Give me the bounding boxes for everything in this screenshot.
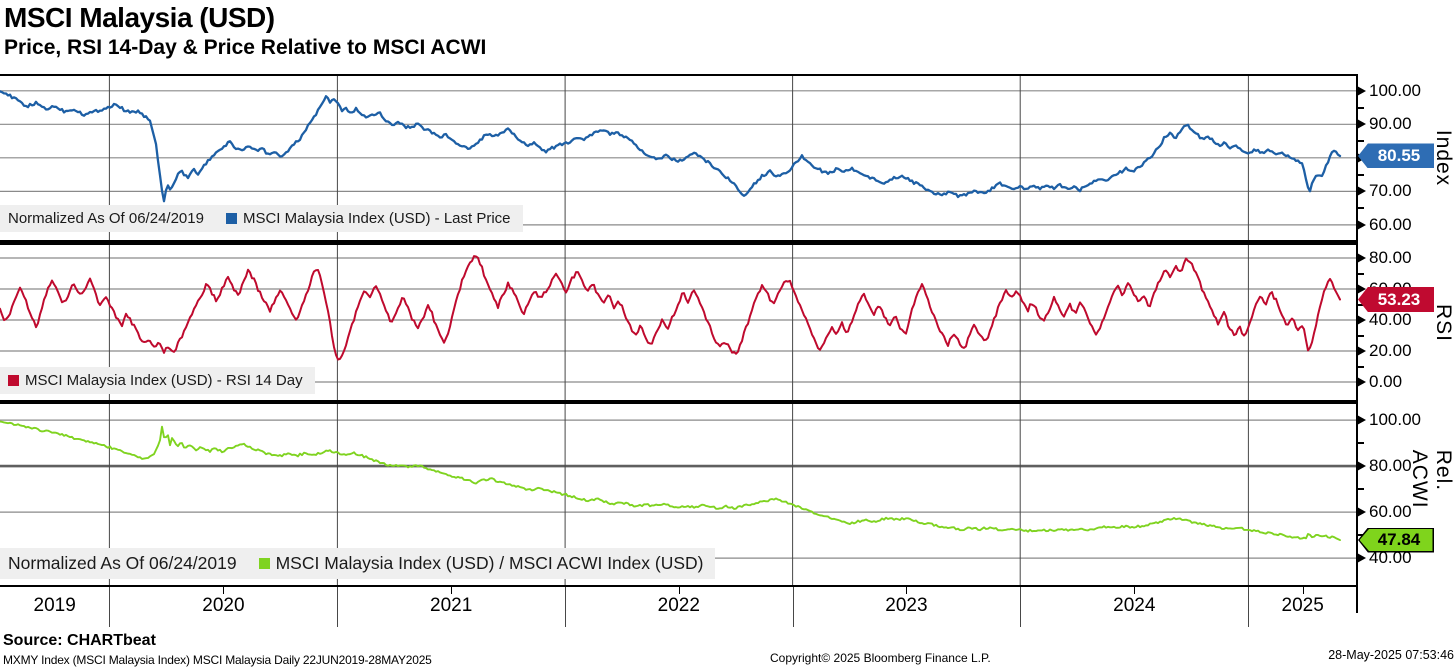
relative-axis: Rel. ACWI 47.84 100.00 80.00 60.00 40.00 bbox=[1357, 404, 1456, 585]
axis-tick-label: 40.00 bbox=[1369, 310, 1412, 330]
axis-tick-arrow bbox=[1357, 553, 1366, 564]
timestamp: 28-May-2025 07:53:46 bbox=[1328, 648, 1454, 662]
normalized-note: Normalized As Of 06/24/2019 bbox=[8, 210, 204, 227]
axis-minor-tick bbox=[1357, 173, 1364, 176]
year-gridline bbox=[565, 587, 567, 627]
panel-top-border bbox=[0, 74, 1357, 76]
normalized-note: Normalized As Of 06/24/2019 bbox=[8, 553, 237, 573]
axis-tick-label: 100.00 bbox=[1369, 80, 1421, 100]
mid-year-tick bbox=[678, 587, 680, 594]
axis-tick-label: 40.00 bbox=[1369, 548, 1412, 568]
relative-legend-swatch bbox=[258, 558, 270, 569]
last-rsi-badge: 53.23 bbox=[1358, 287, 1434, 312]
source-note: Source: CHARTbeat bbox=[3, 632, 156, 649]
year-gridline bbox=[337, 587, 339, 627]
axis-tick-arrow bbox=[1357, 119, 1366, 130]
year-gridline bbox=[109, 587, 111, 627]
axis-tick-arrow bbox=[1357, 415, 1366, 426]
relative-legend-label: MSCI Malaysia Index (USD) / MSCI ACWI In… bbox=[275, 553, 704, 573]
axis-tick-arrow bbox=[1357, 85, 1366, 96]
rsi-legend-swatch bbox=[8, 375, 19, 386]
axis-tick-arrow bbox=[1357, 219, 1366, 230]
mid-year-tick bbox=[451, 587, 453, 594]
page-title: MSCI Malaysia (USD) bbox=[4, 2, 275, 33]
year-gridline bbox=[1248, 587, 1250, 627]
axis-tick-label: 0.00 bbox=[1369, 372, 1403, 392]
year-gridline bbox=[792, 587, 794, 627]
rsi-panel[interactable]: MSCI Malaysia Index (USD) - RSI 14 Day bbox=[0, 245, 1357, 400]
axis-minor-tick bbox=[1357, 140, 1364, 143]
year-label: 2019 bbox=[33, 595, 76, 616]
price-legend-swatch bbox=[225, 213, 237, 224]
axis-minor-tick bbox=[1357, 106, 1364, 109]
axis-tick-label: 90.00 bbox=[1369, 114, 1412, 134]
year-label: 2022 bbox=[657, 595, 700, 616]
mid-year-tick bbox=[223, 587, 225, 594]
axis-tick-label: 60.00 bbox=[1369, 502, 1412, 522]
year-label: 2020 bbox=[202, 595, 245, 616]
axis-minor-tick bbox=[1357, 207, 1364, 210]
price-legend-label: MSCI Malaysia Index (USD) - Last Price bbox=[242, 210, 511, 227]
last-price-badge: 80.55 bbox=[1358, 143, 1434, 169]
relative-axis-title: Rel. ACWI bbox=[1408, 449, 1455, 509]
axis-tick-label: 70.00 bbox=[1369, 181, 1412, 201]
axis-tick-arrow bbox=[1357, 507, 1366, 518]
axis-tick-arrow bbox=[1357, 186, 1366, 197]
axis-tick-label: 80.00 bbox=[1369, 248, 1412, 268]
copyright-note: Copyright© 2025 Bloomberg Finance L.P. bbox=[770, 651, 991, 665]
axis-minor-tick bbox=[1357, 488, 1364, 491]
axis-tick-label: 80.00 bbox=[1369, 456, 1412, 476]
axis-tick-label: 100.00 bbox=[1369, 410, 1421, 430]
axis-minor-tick bbox=[1357, 442, 1364, 445]
axis-tick-arrow bbox=[1357, 461, 1366, 472]
relative-panel[interactable]: Normalized As Of 06/24/2019 MSCI Malaysi… bbox=[0, 404, 1357, 585]
relative-legend[interactable]: Normalized As Of 06/24/2019 MSCI Malaysi… bbox=[0, 548, 716, 579]
panel-separator bbox=[0, 400, 1357, 404]
year-label: 2021 bbox=[430, 595, 473, 616]
price-panel[interactable]: Normalized As Of 06/24/2019 MSCI Malaysi… bbox=[0, 76, 1357, 240]
rsi-legend[interactable]: MSCI Malaysia Index (USD) - RSI 14 Day bbox=[0, 367, 315, 394]
year-label: 2023 bbox=[885, 595, 928, 616]
ticker-meta: MXMY Index (MSCI Malaysia Index) MSCI Ma… bbox=[3, 653, 432, 667]
axis-minor-tick bbox=[1357, 365, 1364, 368]
axis-minor-tick bbox=[1357, 534, 1364, 537]
axis-tick-arrow bbox=[1357, 377, 1366, 388]
rsi-axis-title: RSI bbox=[1432, 303, 1455, 342]
mid-year-tick bbox=[906, 587, 908, 594]
axis-tick-label: 60.00 bbox=[1369, 214, 1412, 234]
axis-tick-arrow bbox=[1357, 315, 1366, 326]
right-axis-line bbox=[1356, 74, 1358, 587]
right-axis-tail bbox=[1356, 587, 1358, 613]
year-label: 2024 bbox=[1113, 595, 1156, 616]
axis-minor-tick bbox=[1357, 334, 1364, 337]
panel-bottom-border bbox=[0, 585, 1357, 587]
panel-separator bbox=[0, 240, 1357, 245]
axis-tick-arrow bbox=[1357, 284, 1366, 295]
year-label: 2025 bbox=[1281, 595, 1324, 616]
axis-tick-arrow bbox=[1357, 346, 1366, 357]
mid-year-tick bbox=[1302, 587, 1304, 594]
mid-year-tick bbox=[1134, 587, 1136, 594]
x-axis: 2019 2020 2021 2022 2023 2024 2025 bbox=[0, 587, 1456, 631]
last-relative-badge: 47.84 bbox=[1358, 527, 1434, 553]
price-legend[interactable]: Normalized As Of 06/24/2019 MSCI Malaysi… bbox=[0, 205, 523, 232]
year-gridline bbox=[1020, 587, 1022, 627]
axis-tick-arrow bbox=[1357, 253, 1366, 264]
rsi-legend-label: MSCI Malaysia Index (USD) - RSI 14 Day bbox=[25, 372, 303, 389]
axis-minor-tick bbox=[1357, 272, 1364, 275]
axis-tick-label: 20.00 bbox=[1369, 341, 1412, 361]
price-axis-title: Index bbox=[1432, 129, 1455, 187]
chart-subtitle: Price, RSI 14-Day & Price Relative to MS… bbox=[4, 36, 487, 59]
axis-minor-tick bbox=[1357, 303, 1364, 306]
